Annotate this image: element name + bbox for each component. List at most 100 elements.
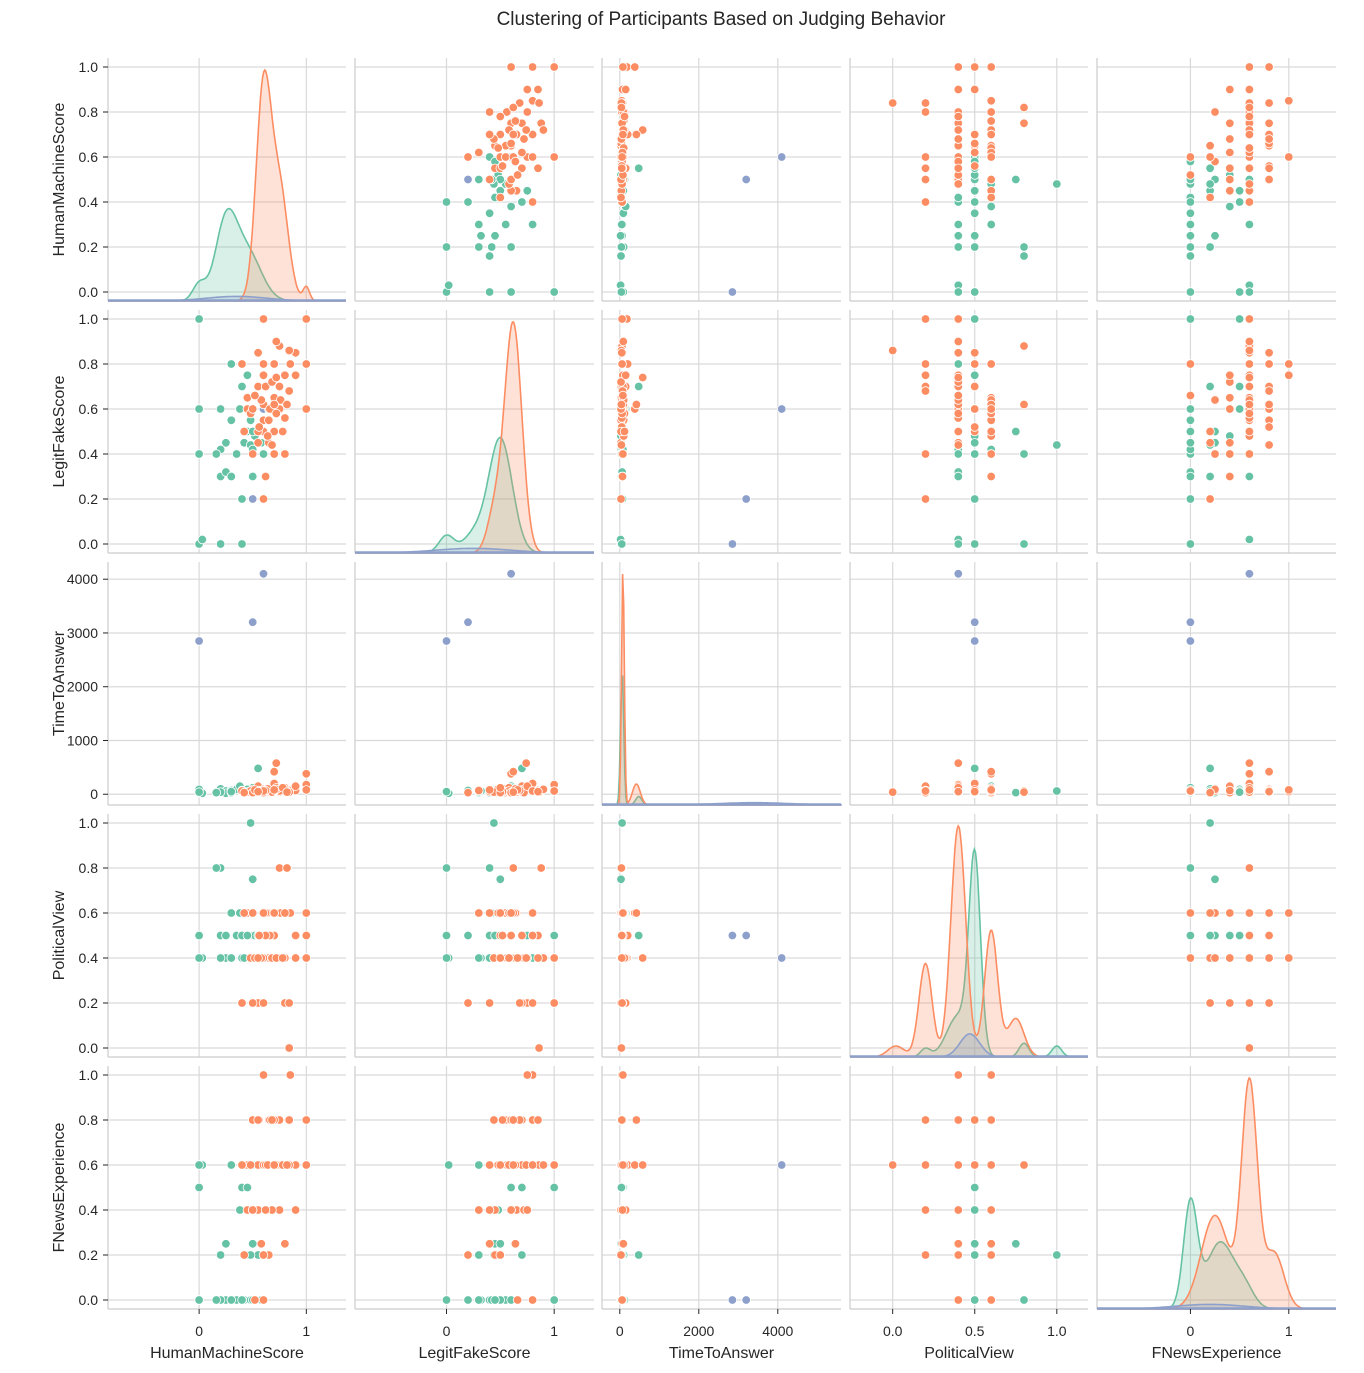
scatter-point-cluster-1 [493, 143, 503, 153]
scatter-point-cluster-1 [1205, 140, 1215, 151]
scatter-point-cluster-1 [986, 404, 996, 414]
scatter-point-cluster-1 [497, 930, 508, 941]
x-tick-label: 0 [195, 1323, 203, 1339]
x-tick-label: 0 [443, 1323, 451, 1339]
scatter-point-cluster-1 [290, 930, 301, 941]
scatter-point-cluster-0 [237, 494, 247, 504]
chart-title: Clustering of Participants Based on Judg… [497, 9, 947, 30]
scatter-point-cluster-1 [1244, 908, 1255, 918]
y-tick-label: 0.0 [79, 1292, 99, 1308]
scatter-point-cluster-1 [953, 336, 964, 347]
scatter-point-cluster-1 [1264, 62, 1274, 72]
scatter-point-cluster-0 [617, 539, 627, 549]
kde-cluster-1 [1097, 1076, 1336, 1310]
scatter-point-cluster-2 [741, 1295, 751, 1305]
scatter-point-cluster-1 [504, 953, 514, 963]
scatter-point-cluster-1 [527, 930, 538, 941]
scatter-point-cluster-1 [1244, 381, 1255, 392]
scatter-point-cluster-1 [1185, 359, 1196, 369]
scatter-point-cluster-1 [1264, 930, 1274, 941]
scatter-point-cluster-0 [1011, 1239, 1021, 1249]
scatter-point-cluster-1 [284, 345, 294, 356]
scatter-point-cluster-0 [463, 197, 473, 207]
scatter-point-cluster-1 [953, 1295, 964, 1305]
scatter-point-cluster-1 [638, 125, 648, 135]
scatter-point-cluster-1 [484, 1205, 495, 1215]
x-tick-label: 1 [302, 1323, 310, 1339]
scatter-point-cluster-1 [1205, 438, 1215, 448]
scatter-point-cluster-1 [920, 197, 931, 207]
scatter-point-cluster-0 [463, 1295, 473, 1305]
scatter-point-cluster-1 [527, 197, 538, 207]
scatter-point-cluster-0 [615, 231, 626, 241]
scatter-point-cluster-1 [258, 359, 269, 369]
scatter-point-cluster-1 [533, 84, 543, 95]
scatter-point-cluster-0 [221, 1239, 231, 1249]
scatter-point-cluster-1 [269, 359, 279, 369]
scatter-point-cluster-0 [441, 863, 452, 873]
panel-LegitFakeScore-vs-HumanMachineScore: 0.0 0.2 0.4 0.6 0.8 1.0 LegitFakeScore [51, 310, 346, 554]
scatter-point-cluster-0 [1019, 1295, 1029, 1305]
scatter-point-cluster-1 [484, 785, 495, 795]
scatter-point-cluster-1 [616, 377, 626, 387]
scatter-point-cluster-1 [986, 1205, 996, 1215]
scatter-point-cluster-1 [515, 98, 525, 108]
scatter-point-cluster-1 [253, 438, 263, 448]
scatter-point-cluster-1 [527, 129, 538, 140]
x-tick-label: 0 [616, 1323, 624, 1339]
scatter-point-cluster-1 [1225, 118, 1235, 129]
scatter-point-cluster-0 [237, 381, 247, 392]
scatter-point-cluster-1 [1019, 341, 1029, 351]
y-tick-label: 0.8 [79, 104, 99, 120]
scatter-point-cluster-1 [953, 134, 964, 144]
scatter-point-cluster-1 [495, 953, 506, 963]
scatter-point-cluster-1 [502, 107, 512, 117]
scatter-point-cluster-0 [1011, 787, 1021, 798]
scatter-point-cluster-0 [487, 242, 497, 252]
scatter-point-cluster-0 [1234, 287, 1245, 297]
scatter-point-cluster-0 [484, 287, 495, 297]
scatter-point-cluster-1 [631, 1115, 642, 1125]
scatter-point-cluster-1 [527, 62, 538, 72]
scatter-point-cluster-1 [920, 107, 931, 117]
y-tick-label: 0.4 [79, 446, 99, 462]
scatter-point-cluster-2 [777, 953, 787, 963]
scatter-point-cluster-1 [617, 1295, 627, 1305]
scatter-point-cluster-1 [495, 129, 506, 140]
scatter-point-cluster-0 [634, 163, 644, 174]
scatter-point-cluster-0 [1185, 930, 1196, 941]
scatter-point-cluster-0 [970, 1239, 980, 1249]
scatter-point-cluster-1 [920, 449, 931, 459]
scatter-point-cluster-1 [506, 908, 516, 918]
scatter-point-cluster-1 [619, 111, 630, 122]
scatter-point-cluster-1 [1244, 359, 1255, 369]
y-axis-label: TimeToAnswer [51, 630, 68, 736]
scatter-point-cluster-0 [226, 415, 237, 426]
scatter-point-cluster-0 [1234, 314, 1245, 324]
scatter-point-cluster-1 [527, 1160, 538, 1170]
scatter-point-cluster-1 [258, 1295, 269, 1305]
scatter-point-cluster-1 [260, 471, 271, 482]
scatter-point-cluster-1 [253, 786, 263, 797]
scatter-point-cluster-1 [495, 192, 506, 203]
scatter-point-cluster-1 [282, 399, 292, 410]
scatter-point-cluster-0 [1052, 786, 1062, 796]
scatter-point-cluster-1 [986, 1295, 996, 1305]
scatter-point-cluster-1 [484, 908, 495, 918]
scatter-point-cluster-1 [1019, 118, 1029, 129]
scatter-point-cluster-1 [621, 370, 631, 381]
scatter-point-cluster-1 [508, 767, 519, 777]
scatter-point-cluster-0 [484, 208, 495, 219]
scatter-point-cluster-1 [269, 767, 279, 777]
y-tick-label: 0.8 [79, 1112, 99, 1128]
scatter-point-cluster-0 [237, 1295, 247, 1305]
scatter-point-cluster-1 [617, 953, 627, 963]
scatter-point-cluster-0 [1205, 818, 1215, 828]
panel-TimeToAnswer-vs-LegitFakeScore [354, 562, 594, 806]
scatter-point-cluster-0 [226, 953, 237, 963]
scatter-point-cluster-1 [1210, 395, 1220, 405]
scatter-point-cluster-1 [1264, 359, 1274, 369]
kde-cluster-2 [850, 1033, 1088, 1058]
scatter-point-cluster-1 [617, 314, 627, 324]
scatter-point-cluster-1 [970, 404, 980, 414]
